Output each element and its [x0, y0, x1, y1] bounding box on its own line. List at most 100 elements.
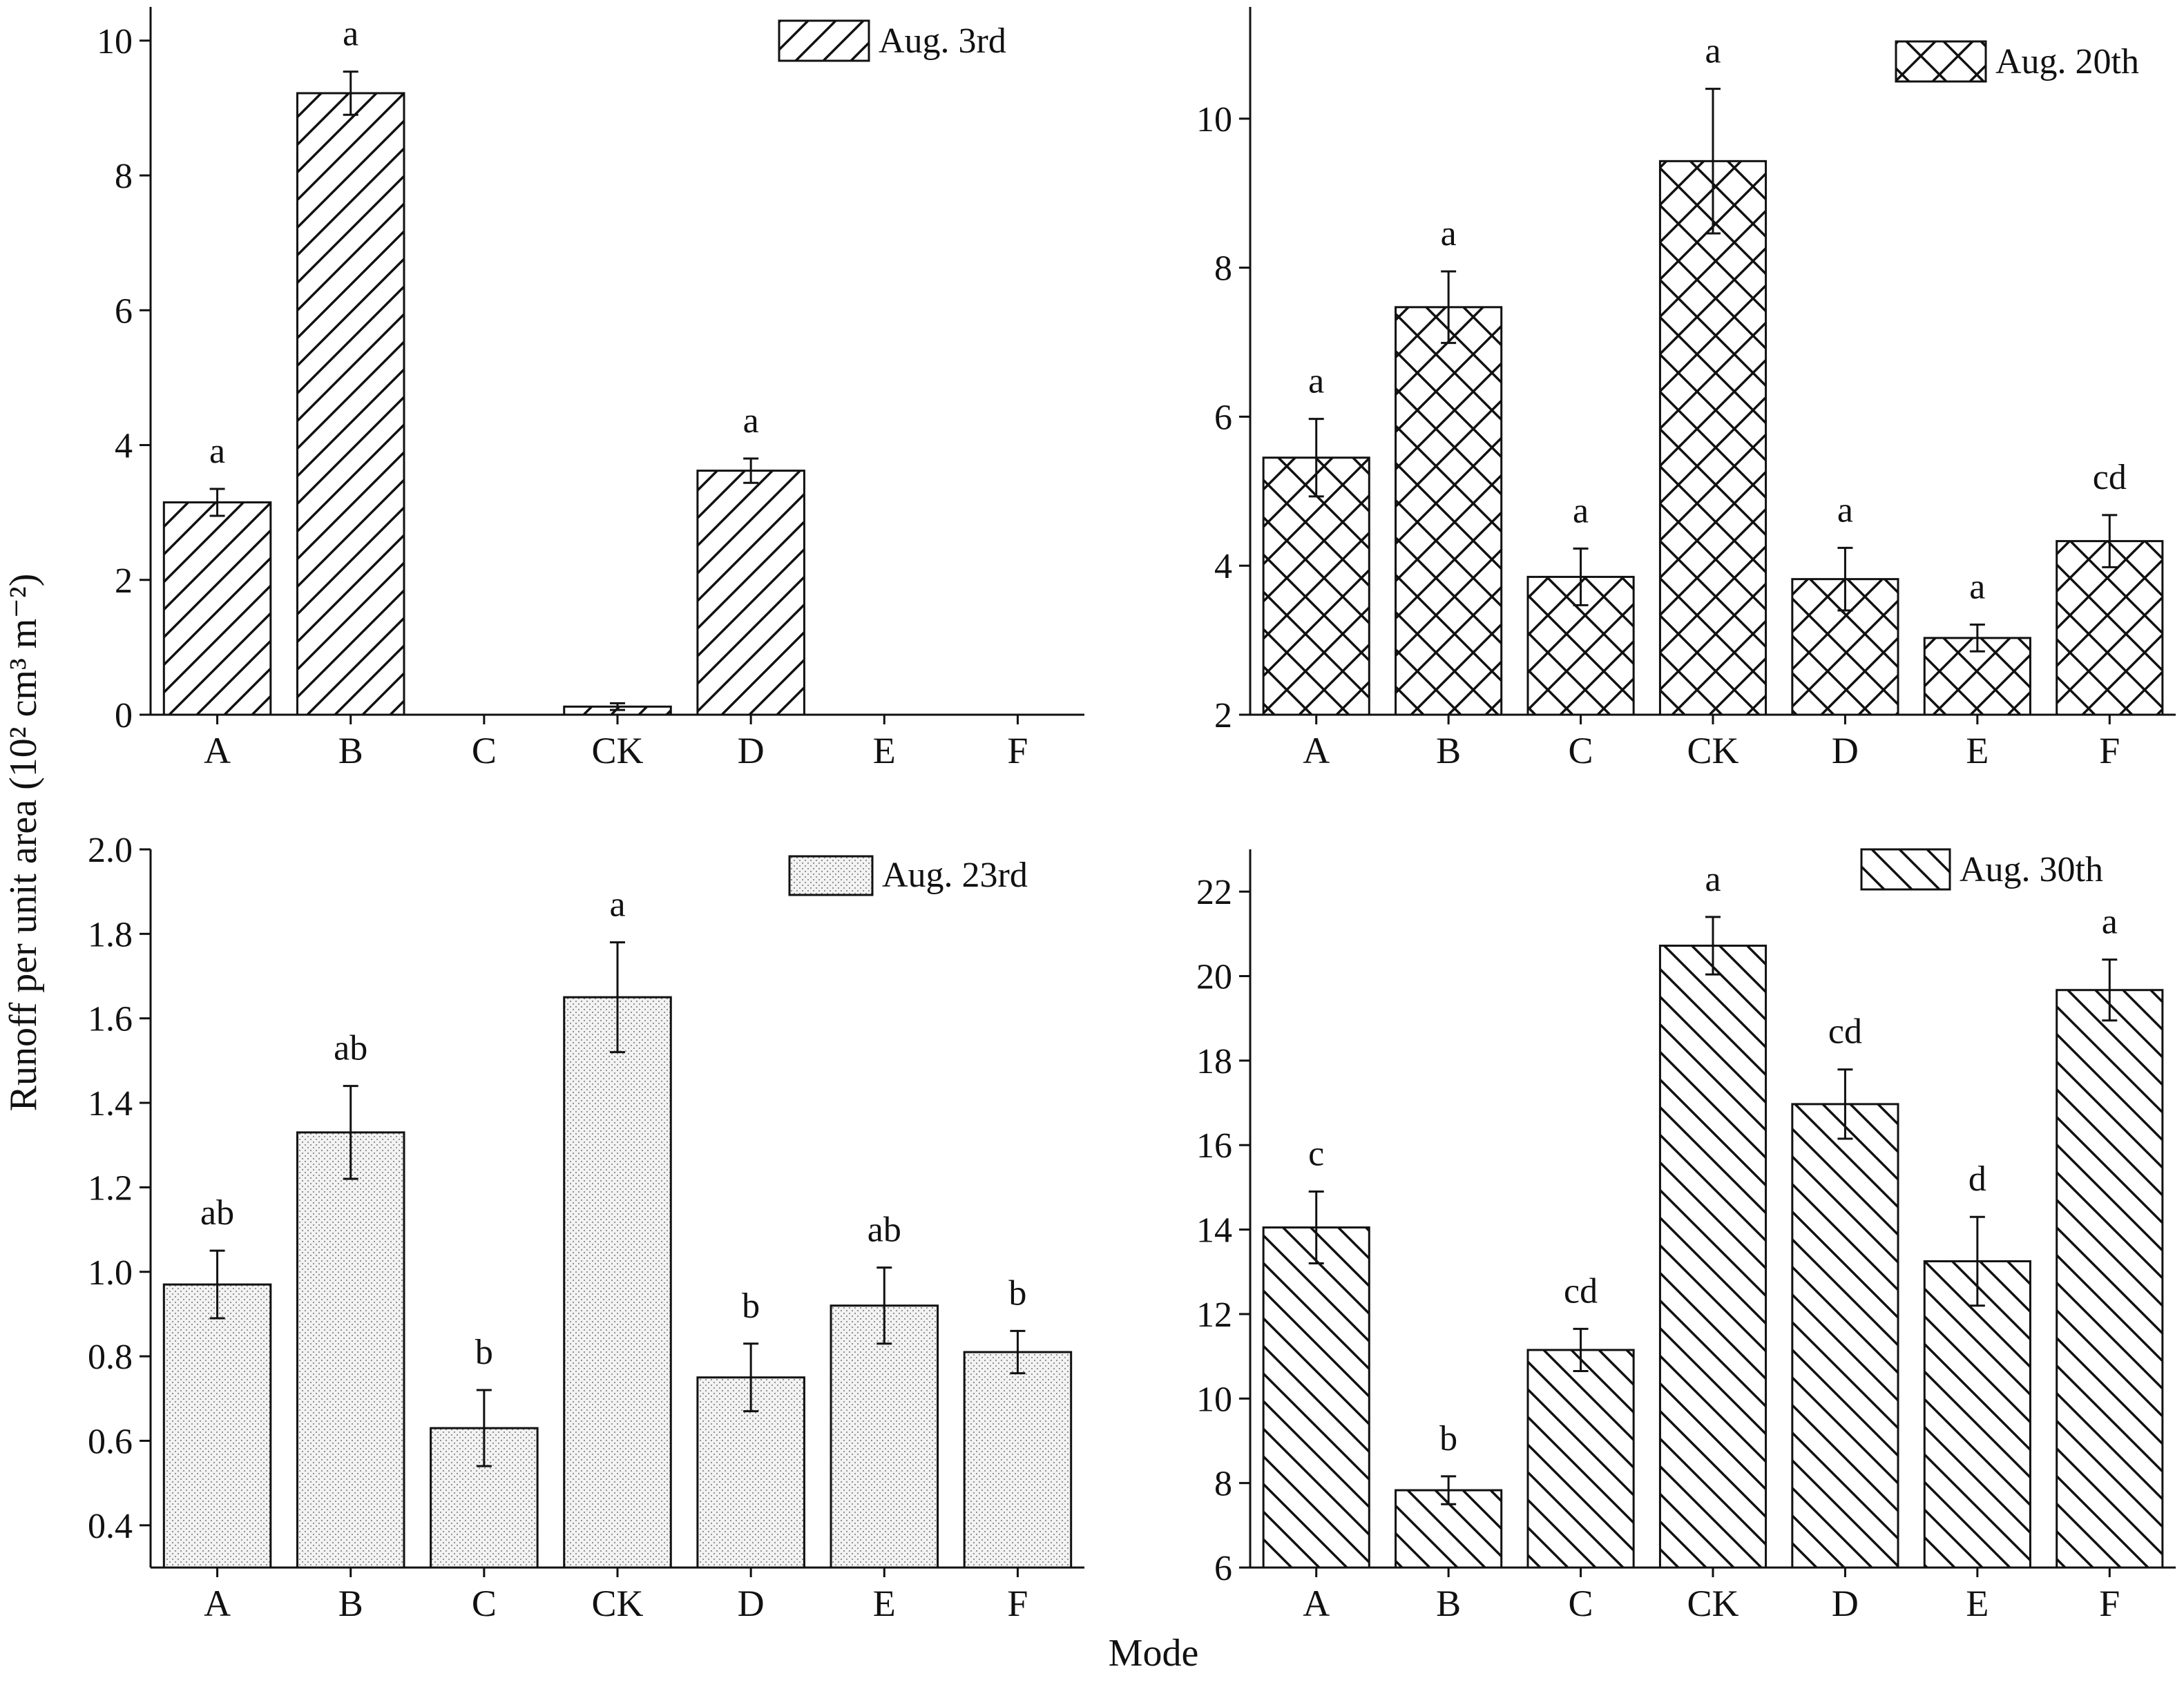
x-tick-label: F: [2099, 730, 2120, 771]
significance-label: ab: [868, 1211, 901, 1250]
y-tick-label: 4: [1214, 547, 1232, 586]
bar: [1262, 1226, 1370, 1569]
significance-label: a: [1969, 567, 1985, 606]
significance-label: b: [1439, 1419, 1457, 1458]
significance-label: b: [475, 1333, 493, 1372]
x-tick-label: CK: [591, 1583, 643, 1624]
y-tick-label: 0.8: [88, 1338, 133, 1377]
bar: [1923, 1260, 2031, 1569]
bar: [830, 1304, 939, 1569]
x-tick-label: F: [2099, 1583, 2120, 1624]
y-tick-label: 18: [1196, 1042, 1232, 1081]
bar: [963, 1351, 1073, 1569]
legend-swatch: [778, 19, 870, 62]
x-tick-label: B: [1436, 1583, 1461, 1624]
significance-label: b: [1008, 1273, 1026, 1313]
bar: [1395, 306, 1503, 716]
significance-label: cd: [1564, 1271, 1598, 1311]
significance-label: c: [1308, 1135, 1324, 1174]
bar: [162, 501, 272, 716]
panel-aug-23rd: 0.4 0.6 0.8 1.0 1.2 1.4 1.6 1.8 2.0 Aab Bab Cb CK a Db…: [88, 831, 1084, 1624]
y-tick-label: 20: [1196, 958, 1232, 997]
significance-label: cd: [2093, 458, 2127, 497]
bar: [1791, 1103, 1899, 1569]
x-tick-label: B: [338, 730, 363, 771]
y-tick-label: 12: [1196, 1295, 1232, 1335]
y-tick-label: 1.2: [88, 1168, 133, 1208]
legend-label: Aug. 20th: [1995, 42, 2139, 81]
y-tick-label: 14: [1196, 1211, 1232, 1251]
x-tick-label: B: [338, 1583, 363, 1624]
significance-label: a: [1705, 32, 1721, 71]
x-tick-label: D: [1832, 730, 1859, 771]
x-tick-label: E: [1966, 730, 1989, 771]
bar: [2056, 540, 2164, 716]
x-tick-label: C: [1569, 730, 1593, 771]
y-tick-label: 4: [115, 427, 133, 466]
x-tick-label: F: [1007, 1583, 1028, 1624]
significance-label: cd: [1828, 1012, 1862, 1052]
significance-label: a: [743, 401, 759, 441]
legend-label: Aug. 3rd: [879, 21, 1006, 61]
y-tick-label: 22: [1196, 873, 1232, 912]
y-tick-label: 0: [115, 696, 133, 735]
bar: [162, 1283, 272, 1569]
legend-swatch: [788, 855, 874, 896]
bar: [563, 996, 672, 1569]
x-tick-label: B: [1436, 730, 1461, 771]
bar: [696, 470, 805, 716]
x-tick-label: CK: [1687, 730, 1738, 771]
significance-label: a: [1441, 214, 1457, 253]
legend-label: Aug. 30th: [1960, 850, 2103, 889]
x-tick-label: D: [1832, 1583, 1859, 1624]
y-tick-label: 10: [1196, 100, 1232, 139]
y-tick-label: 8: [115, 157, 133, 196]
x-tick-label: CK: [591, 730, 643, 771]
significance-label: a: [1837, 490, 1853, 530]
x-tick-label: A: [1303, 1583, 1330, 1624]
y-tick-label: 2.0: [88, 831, 133, 870]
x-tick-label: A: [1303, 730, 1330, 771]
y-tick-label: 0.4: [88, 1507, 133, 1546]
significance-label: a: [1308, 362, 1324, 401]
x-tick-label: E: [873, 1583, 896, 1624]
significance-label: a: [1705, 860, 1721, 899]
x-tick-label: A: [204, 730, 231, 771]
x-tick-label: E: [873, 730, 896, 771]
y-tick-label: 8: [1214, 1465, 1232, 1504]
bar: [1262, 456, 1370, 716]
x-tick-label: F: [1007, 730, 1028, 771]
y-tick-label: 8: [1214, 249, 1232, 289]
x-tick-label: D: [738, 1583, 765, 1624]
x-tick-label: C: [472, 730, 497, 771]
bar: [296, 92, 405, 716]
significance-label: d: [1969, 1159, 1986, 1199]
significance-label: a: [1573, 491, 1589, 530]
x-tick-label: CK: [1687, 1583, 1738, 1624]
y-tick-label: 1.4: [88, 1084, 133, 1124]
significance-label: a: [343, 15, 358, 54]
x-tick-label: C: [472, 1583, 497, 1624]
panel-aug-30th: 6 8 10 12 14 16 18 20 22 Ac Bb Ccd CK a Dcd Ed Fa Aug. 30…: [1196, 848, 2176, 1624]
y-tick-label: 10: [97, 22, 133, 61]
bar: [2056, 989, 2164, 1569]
legend-swatch: [1895, 40, 1987, 83]
x-tick-label: A: [204, 1583, 231, 1624]
significance-label: b: [742, 1286, 760, 1326]
y-tick-label: 0.6: [88, 1422, 133, 1461]
y-tick-label: 1.6: [88, 1000, 133, 1039]
y-axis-title: Runoff per unit area (10² cm³ m⁻²): [2, 574, 45, 1112]
y-tick-label: 2: [1214, 696, 1232, 735]
significance-label: ab: [200, 1193, 234, 1233]
significance-label: ab: [334, 1029, 367, 1068]
y-tick-label: 1.0: [88, 1253, 133, 1293]
y-tick-label: 16: [1196, 1126, 1232, 1166]
x-axis-title: Mode: [1109, 1632, 1199, 1675]
bar: [296, 1131, 405, 1569]
legend-label: Aug. 23rd: [882, 856, 1028, 895]
y-tick-label: 6: [115, 291, 133, 331]
x-tick-label: D: [738, 730, 765, 771]
y-tick-label: 6: [1214, 398, 1232, 437]
x-tick-label: E: [1966, 1583, 1989, 1624]
